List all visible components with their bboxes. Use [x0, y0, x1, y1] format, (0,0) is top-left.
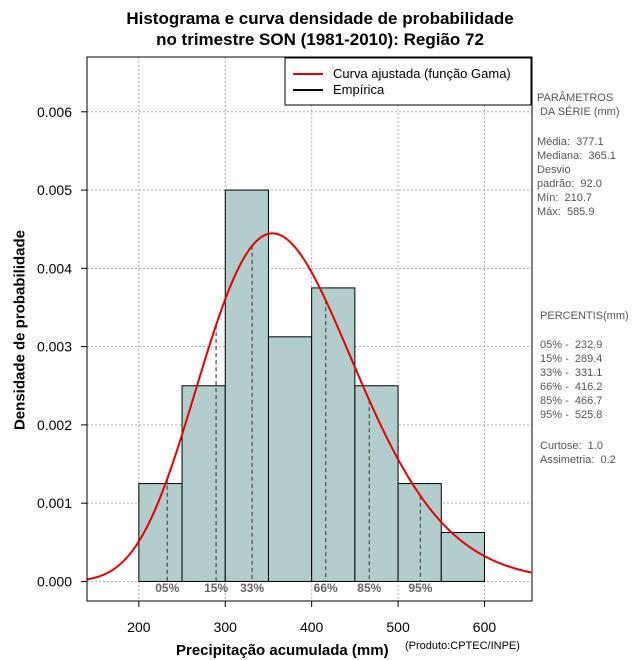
histogram-bar-7 [440, 532, 485, 582]
stats-line-mediana: Mediana: 365.1 [537, 150, 616, 162]
x-tick-label: 500 [386, 619, 410, 635]
legend: Curva ajustada (função Gama) Empírica [284, 57, 532, 106]
percentile-line-15: 15% - 289.4 [540, 353, 603, 365]
stats-line-padrao: padrão: 92.0 [537, 178, 602, 190]
credit-text: (Produto:CPTEC/INPE) [405, 640, 520, 652]
percentile-label-95%: 95% [408, 581, 432, 595]
y-tick-label: 0.001 [37, 495, 72, 511]
percentiles-header: PERCENTIS(mm) [537, 310, 629, 322]
x-axis-label: Precipitação acumulada (mm) [176, 642, 389, 659]
legend-box [284, 57, 532, 106]
percentile-label-33%: 33% [240, 581, 264, 595]
axis-layer: 200 300 400 500 600 0.000 0.001 0.002 0.003 0.004… [37, 56, 533, 635]
fitted-gamma-curve [86, 232, 532, 581]
curve-layer [86, 232, 532, 581]
histogram-bar-4 [311, 287, 356, 582]
percentile-label-66%: 66% [314, 581, 338, 595]
percentile-line-33: 33% - 331.1 [540, 367, 603, 379]
x-tick-label: 400 [300, 619, 324, 635]
stats-header1: PARÂMETROS [537, 92, 614, 104]
x-tick-label: 300 [214, 619, 238, 635]
stats-line-max: Máx: 585.9 [537, 206, 595, 218]
curtose-value: Curtose: 1.0 [540, 440, 603, 452]
stats-line-desvio: Desvio [537, 164, 571, 176]
legend-empirical-label: Empírica [333, 82, 385, 97]
y-tick-label: 0.004 [37, 260, 72, 276]
percentile-line-95: 95% - 525.8 [540, 409, 603, 421]
histogram-bar-2 [224, 189, 269, 582]
stats-line-media: Média: 377.1 [537, 136, 604, 148]
y-tick-label: 0.000 [37, 573, 72, 589]
histogram-bar-6 [397, 483, 442, 582]
y-axis-label: Densidade de probabilidade [11, 229, 29, 431]
assimetria-value: Assimetria: 0.2 [540, 454, 616, 466]
chart-title-line2: no trimestre SON (1981-2010): Região 72 [156, 30, 484, 49]
legend-curve-label: Curva ajustada (função Gama) [333, 66, 511, 81]
x-tick-label: 200 [127, 619, 151, 635]
plot-border [86, 56, 533, 602]
percentile-line-85: 85% - 466.7 [540, 395, 603, 407]
y-tick-label: 0.003 [37, 339, 72, 355]
percentile-line-05: 05% - 232.9 [540, 339, 603, 351]
percentile-lines-layer: 05% 15% 33% 66% 85% 95% [155, 245, 433, 595]
histogram-bar-3 [267, 336, 313, 582]
y-tick-label: 0.006 [37, 104, 72, 120]
bars-layer [138, 189, 485, 582]
percentile-line-66: 66% - 416.2 [540, 381, 603, 393]
x-tick-label: 600 [473, 619, 497, 635]
histogram-bar-1 [181, 385, 226, 582]
stats-header2: DA SÉRIE (mm) [537, 106, 620, 118]
percentile-label-15%: 15% [204, 581, 228, 595]
y-tick-label: 0.005 [37, 182, 72, 198]
chart-title-line1: Histograma e curva densidade de probabil… [126, 9, 514, 28]
percentile-label-85%: 85% [357, 581, 381, 595]
y-tick-label: 0.002 [37, 417, 72, 433]
stats-line-min: Mín: 210.7 [537, 192, 593, 204]
percentile-label-05%: 05% [155, 581, 179, 595]
